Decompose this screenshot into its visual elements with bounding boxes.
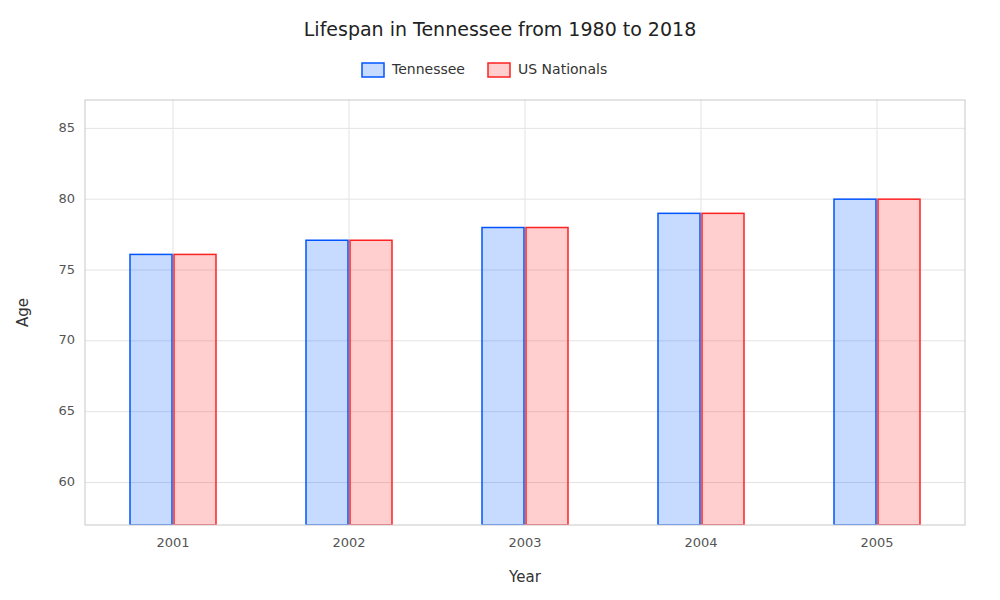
- chart-svg: 60 65 70 75 80 85 2001 2002 2003 2004 2005 Year Age L…: [0, 0, 1000, 600]
- x-tick-label: 2005: [860, 535, 893, 550]
- bars: [130, 199, 920, 525]
- bar: [130, 254, 172, 525]
- x-axis: 2001 2002 2003 2004 2005: [156, 535, 893, 550]
- y-tick-label: 75: [58, 262, 75, 277]
- x-tick-label: 2002: [332, 535, 365, 550]
- legend-swatch: [488, 63, 510, 77]
- bar: [482, 228, 524, 526]
- chart-container: 60 65 70 75 80 85 2001 2002 2003 2004 2005 Year Age L…: [0, 0, 1000, 600]
- x-tick-label: 2003: [508, 535, 541, 550]
- y-tick-label: 65: [58, 403, 75, 418]
- bar: [174, 254, 216, 525]
- legend: Tennessee US Nationals: [362, 61, 607, 77]
- plot-frame: [85, 100, 965, 525]
- bar: [878, 199, 920, 525]
- bar: [526, 228, 568, 526]
- bar: [350, 240, 392, 525]
- y-tick-label: 60: [58, 474, 75, 489]
- y-tick-label: 80: [58, 191, 75, 206]
- x-axis-label: Year: [508, 568, 542, 586]
- bar: [658, 213, 700, 525]
- y-tick-label: 85: [58, 120, 75, 135]
- y-tick-label: 70: [58, 332, 75, 347]
- legend-label: US Nationals: [518, 61, 607, 77]
- x-tick-label: 2004: [684, 535, 717, 550]
- legend-label: Tennessee: [391, 61, 465, 77]
- y-axis: 60 65 70 75 80 85: [58, 120, 75, 489]
- bar: [702, 213, 744, 525]
- bar: [306, 240, 348, 525]
- x-tick-label: 2001: [156, 535, 189, 550]
- legend-swatch: [362, 63, 384, 77]
- title: Lifespan in Tennessee from 1980 to 2018: [304, 18, 696, 40]
- grid: [85, 100, 965, 525]
- y-axis-label: Age: [14, 298, 32, 327]
- page: {"chart_data": {"type": "bar", "title": …: [0, 0, 1000, 600]
- bar: [834, 199, 876, 525]
